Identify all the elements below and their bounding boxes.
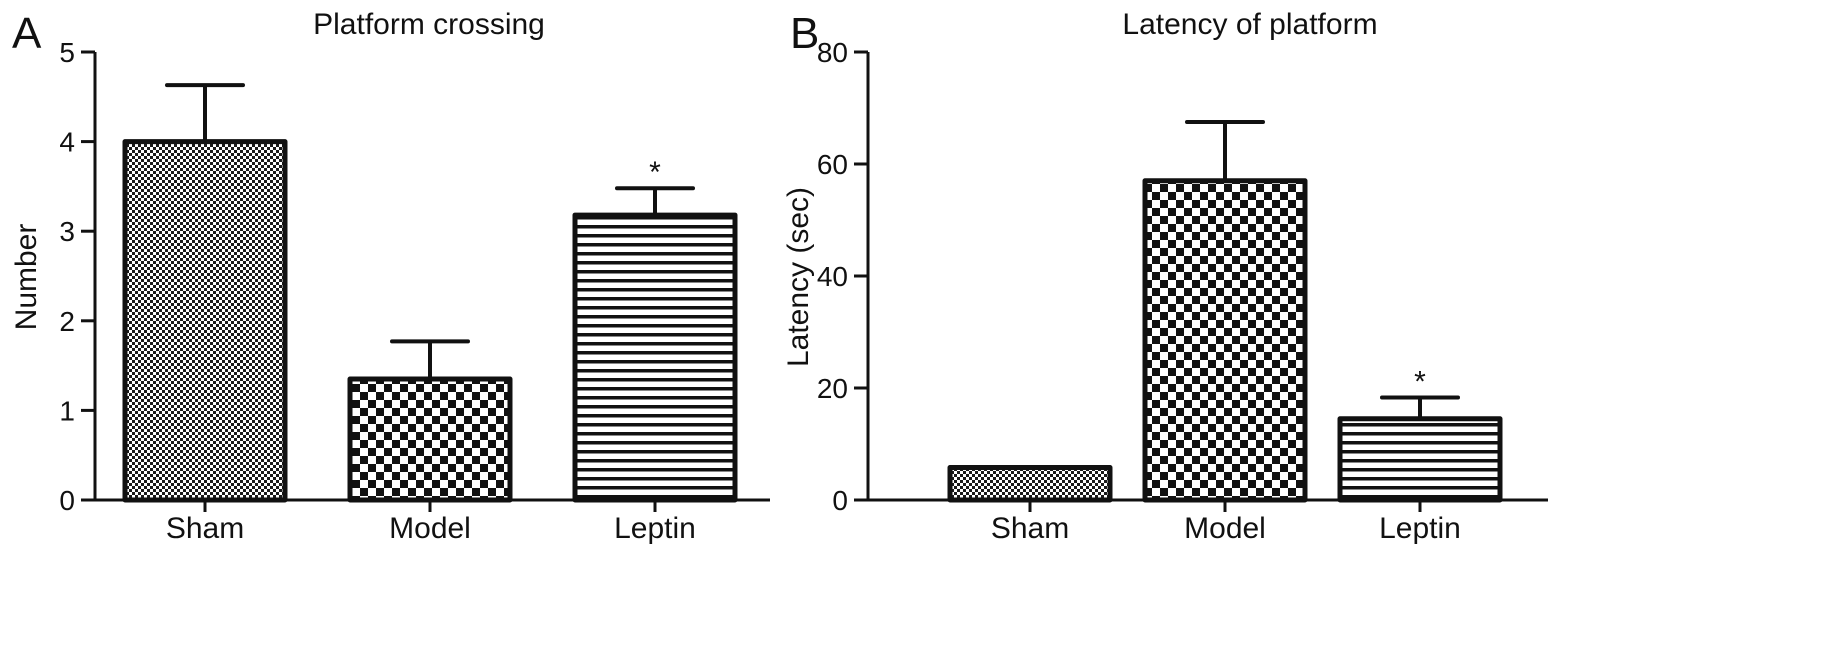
panel-b-significance-marker: * bbox=[1414, 366, 1426, 399]
panel-a-y-tick-label: 3 bbox=[59, 216, 75, 247]
panel-b-category-label: Model bbox=[1184, 512, 1266, 545]
panel-b-y-tick-label: 80 bbox=[817, 37, 848, 68]
panel-a-category-label: Model bbox=[389, 512, 471, 545]
panel-b-y-tick-label: 0 bbox=[832, 485, 848, 516]
panel-a-bar-sham bbox=[122, 139, 288, 503]
panel-b-bar-leptin bbox=[1337, 416, 1503, 503]
panel-a-y-tick-label: 2 bbox=[59, 306, 75, 337]
panel-b-y-tick-label: 60 bbox=[817, 149, 848, 180]
panel-a-category-label: Leptin bbox=[614, 512, 696, 545]
panel-a-significance-marker: * bbox=[649, 156, 661, 189]
panel-a-y-tick-label: 1 bbox=[59, 395, 75, 426]
panel-b-letter: B bbox=[790, 9, 819, 58]
panel-a-bar-model bbox=[347, 376, 513, 503]
panel-b-title: Latency of platform bbox=[1122, 8, 1377, 41]
panel-a-y-axis-label: Number bbox=[10, 224, 43, 331]
panel-a-title: Platform crossing bbox=[313, 8, 545, 41]
panel-a-bar-leptin bbox=[572, 212, 738, 503]
panel-a-y-tick-label: 4 bbox=[59, 127, 75, 158]
panel-a-letter: A bbox=[12, 9, 42, 58]
panel-a-category-label: Sham bbox=[166, 512, 244, 545]
panel-b: B Latency of platform Latency (sec) 0 20 4… bbox=[782, 8, 1548, 545]
panel-a-plot-area: 0 1 2 3 4 5 Sham Model Leptin * bbox=[59, 37, 770, 545]
panel-b-bar-model bbox=[1142, 178, 1308, 503]
panel-b-y-tick-label: 20 bbox=[817, 373, 848, 404]
panel-b-category-label: Leptin bbox=[1379, 512, 1461, 545]
panel-a-y-tick-label: 5 bbox=[59, 37, 75, 68]
panel-b-y-axis-label: Latency (sec) bbox=[782, 187, 815, 367]
panel-b-bar-sham bbox=[947, 465, 1113, 503]
panel-b-plot-area: 0 20 40 60 80 Sham Model Leptin * bbox=[817, 37, 1548, 545]
panel-b-y-tick-label: 40 bbox=[817, 261, 848, 292]
panel-a: A Platform crossing Number 0 1 2 3 4 5 Sham Mod… bbox=[10, 8, 770, 545]
panel-a-y-tick-label: 0 bbox=[59, 485, 75, 516]
panel-b-category-label: Sham bbox=[991, 512, 1069, 545]
